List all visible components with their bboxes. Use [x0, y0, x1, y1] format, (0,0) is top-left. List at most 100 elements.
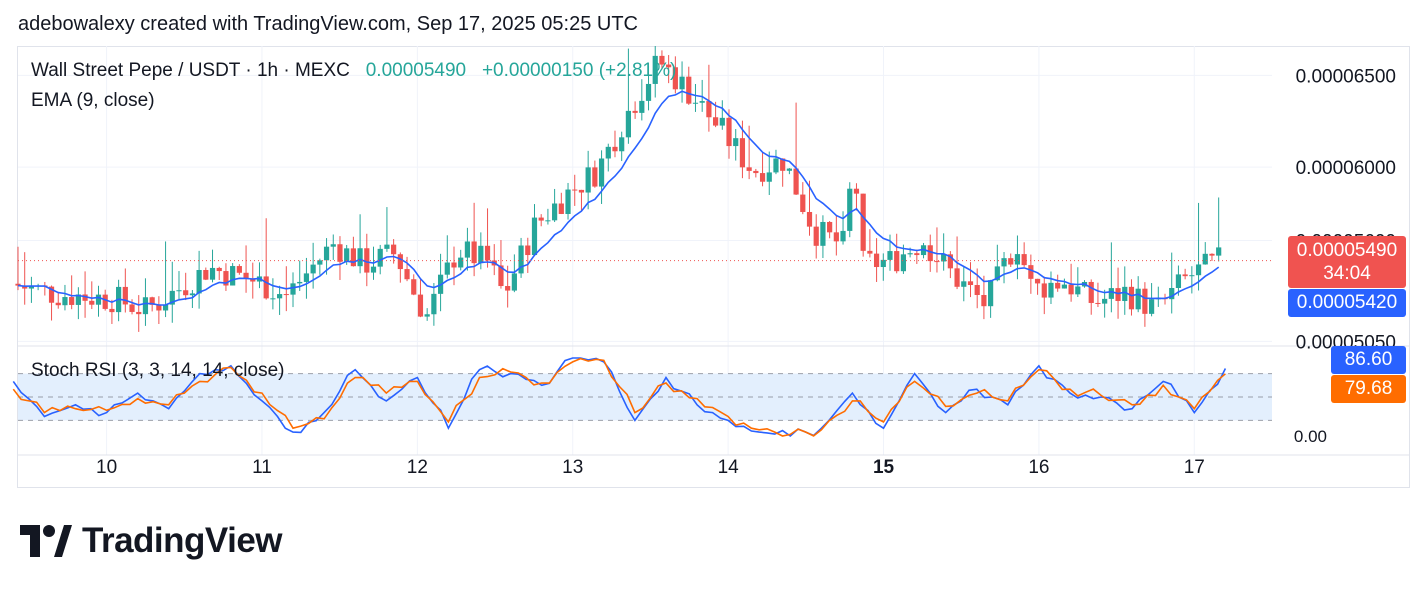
candle-body [1182, 274, 1188, 277]
candle-body [525, 245, 531, 256]
candle-body [967, 281, 974, 286]
candle-body [1055, 282, 1061, 289]
candle-body [712, 117, 719, 126]
candle-body [1142, 288, 1148, 314]
candle-body [679, 76, 685, 90]
candle-body [766, 172, 772, 182]
candle-body [183, 290, 189, 296]
candle-body [1128, 286, 1135, 310]
candle-body [793, 168, 799, 195]
candle-body [411, 279, 417, 295]
tradingview-logo[interactable]: TradingView [20, 518, 283, 564]
candle-body [350, 248, 356, 267]
candle-body [565, 189, 571, 214]
candle-body [122, 286, 128, 305]
candle-body [102, 294, 108, 309]
candle-body [377, 248, 383, 267]
candle-body [773, 158, 779, 173]
candle-body [82, 294, 88, 301]
candle-body [719, 117, 725, 126]
candle-body [827, 221, 833, 233]
candle-body [1209, 253, 1215, 256]
candle-body [806, 211, 813, 227]
candle-body [317, 260, 323, 265]
candle-body [216, 267, 222, 272]
candle-body [659, 55, 665, 65]
candle-body [625, 110, 631, 138]
candle-body [585, 167, 591, 193]
candle-body [1095, 302, 1101, 304]
candle-body [250, 278, 256, 282]
candle-body [692, 102, 699, 104]
candle-body [1075, 286, 1081, 295]
x-tick-label: 15 [873, 457, 895, 478]
candle-body [1216, 247, 1222, 256]
candle-body [391, 244, 397, 255]
candle-body [887, 251, 893, 260]
candle-body [337, 244, 343, 262]
candle-body [62, 297, 68, 306]
candle-body [1135, 288, 1141, 310]
last-price-tag: 0.00005490 34:04 [1288, 236, 1406, 288]
candle-body [800, 194, 806, 212]
candle-body [471, 241, 477, 264]
candle-body [310, 264, 316, 274]
candle-body [203, 270, 209, 280]
candle-body [464, 241, 471, 258]
candle-body [907, 253, 913, 255]
rsi-zero-label: 0.00 [1294, 427, 1327, 446]
ema-value-tag: 0.00005420 [1288, 289, 1406, 317]
candle-body [270, 298, 276, 300]
candle-body [666, 64, 672, 68]
ema-legend[interactable]: EMA (9, close) [31, 90, 155, 111]
candle-body [1001, 258, 1007, 267]
candle-body [511, 273, 517, 291]
candle-body [1189, 275, 1195, 277]
x-tick-label: 14 [718, 457, 740, 478]
y-tick-label: 0.00006000 [1296, 158, 1396, 179]
candle-body [645, 83, 652, 101]
candle-body [988, 280, 994, 307]
candle-body [384, 244, 390, 249]
candle-body [1014, 254, 1021, 265]
candle-body [156, 304, 162, 311]
candle-body [1061, 284, 1067, 289]
candle-body [236, 266, 242, 273]
candle-body [552, 203, 558, 221]
candle-body [598, 158, 605, 187]
candle-body [196, 270, 202, 294]
candle-body [283, 294, 289, 296]
candle-body [1202, 253, 1208, 265]
stoch-d-line [12, 357, 1226, 437]
candle-body [612, 146, 618, 152]
candle-body [739, 138, 746, 168]
candle-body [55, 302, 61, 306]
candle-body [15, 283, 21, 286]
symbol-legend[interactable]: Wall Street Pepe / USDT · 1h · MEXC 0.00… [31, 60, 676, 82]
stoch-rsi-legend[interactable]: Stoch RSI (3, 3, 14, 14, close) [31, 360, 285, 381]
candle-body [223, 271, 229, 286]
candle-body [672, 67, 678, 90]
candle-body [323, 246, 330, 261]
candle-body [444, 262, 450, 275]
candle-body [230, 266, 236, 286]
candle-body [639, 100, 645, 113]
candle-body [303, 273, 310, 282]
candle-body [69, 297, 75, 305]
candle-body [1048, 282, 1054, 298]
candle-body [632, 110, 638, 113]
candle-body [1088, 281, 1094, 303]
grid-lines [18, 46, 1409, 456]
d-value-tag: 79.68 [1331, 375, 1406, 403]
last-price-tag-value: 0.00005490 [1296, 240, 1398, 261]
candle-body [484, 245, 491, 261]
candle-body [1028, 265, 1034, 279]
candle-body [404, 269, 410, 280]
x-tick-label: 11 [252, 457, 272, 478]
candle-body [209, 267, 216, 280]
candle-body [276, 294, 283, 299]
candle-body [1169, 287, 1175, 300]
candle-body [686, 76, 692, 104]
tradingview-logo-text: TradingView [82, 521, 283, 560]
